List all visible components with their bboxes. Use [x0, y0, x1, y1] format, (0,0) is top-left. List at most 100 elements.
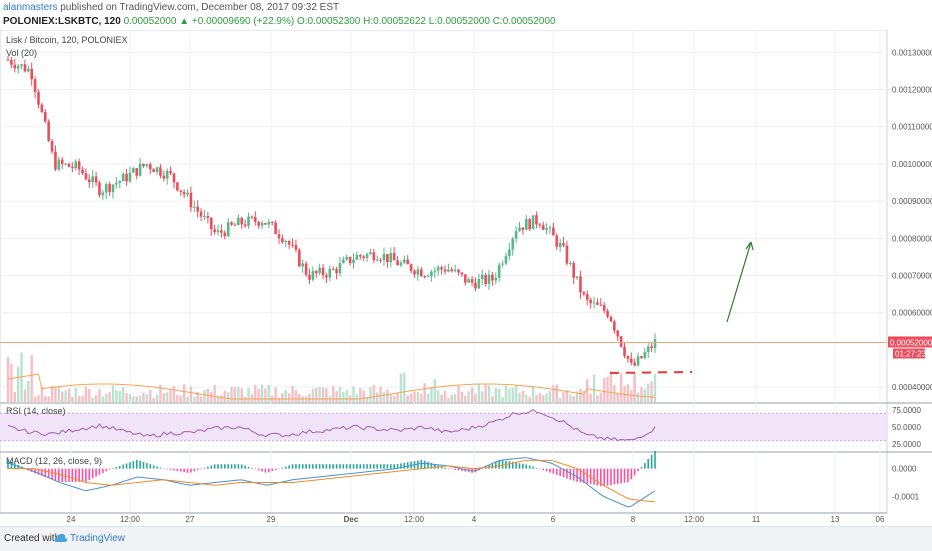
- volume-bar: [365, 396, 369, 402]
- macd-histogram-bar: [315, 464, 318, 469]
- candle-body: [10, 59, 13, 65]
- support-dash-line: [609, 371, 693, 374]
- candle: [203, 209, 206, 221]
- rsi-pane: RSI (14, close): [0, 406, 887, 442]
- candle-body: [257, 221, 260, 226]
- macd-histogram-bar: [518, 463, 521, 469]
- candle: [115, 176, 118, 189]
- volume-bar: [318, 387, 321, 402]
- candle-body: [135, 168, 139, 176]
- candle-body: [298, 249, 301, 267]
- projection-arrow-line: [726, 241, 752, 323]
- macd-histogram-bar: [305, 464, 307, 469]
- macd-histogram-bar: [257, 468, 260, 471]
- volume-bar: [50, 386, 54, 402]
- candle: [193, 200, 196, 212]
- candle-body: [382, 254, 386, 260]
- macd-histogram-bar: [288, 465, 290, 469]
- candle: [508, 242, 511, 261]
- candle: [284, 239, 288, 248]
- candle: [155, 166, 159, 175]
- ohlc-values: O:0.00052300 H:0.00052622 L:0.00052000 C…: [296, 16, 556, 27]
- macd-histogram-bar: [115, 466, 118, 469]
- candle-body: [403, 259, 406, 263]
- macd-histogram-bar: [579, 468, 582, 483]
- author-link[interactable]: alanmasters: [3, 2, 58, 13]
- tradingview-cloud-icon: [54, 533, 68, 542]
- volume-bar: [13, 391, 16, 402]
- candle-body: [145, 164, 149, 167]
- volume-bar: [508, 388, 511, 402]
- macd-histogram-bar: [41, 468, 43, 476]
- candle: [40, 102, 44, 114]
- candle-body: [6, 59, 10, 61]
- macd-histogram-bar: [444, 467, 446, 469]
- candle-body: [453, 269, 457, 272]
- volume-bar: [450, 395, 453, 402]
- chart-svg[interactable]: RSI (14, close) MACD (12, 26, close, 9) …: [0, 29, 932, 526]
- candle: [243, 219, 247, 228]
- candle: [94, 172, 98, 187]
- macd-histogram-bar: [284, 466, 287, 469]
- tradingview-brand-link[interactable]: TradingView: [70, 533, 126, 544]
- macd-histogram-bar: [74, 468, 77, 482]
- volume-bar: [413, 391, 416, 402]
- volume-bar: [216, 395, 220, 402]
- price-tick-label: 0.00130000: [892, 48, 932, 57]
- volume-bar: [420, 393, 423, 402]
- candle-body: [240, 217, 244, 225]
- candle-body: [375, 259, 379, 261]
- macd-histogram-bar: [274, 468, 277, 471]
- candle-body: [311, 271, 315, 280]
- candle-body: [33, 79, 37, 92]
- macd-histogram-bar: [173, 468, 175, 471]
- macd-histogram-bar: [227, 464, 229, 469]
- volume-bar: [369, 387, 372, 402]
- candle-body: [206, 216, 210, 218]
- macd-histogram-bar: [427, 461, 429, 469]
- candle-body: [541, 225, 545, 230]
- macd-histogram-bar: [549, 468, 551, 473]
- volume-bar: [484, 384, 487, 402]
- price-tick-label: 0.00100000: [892, 160, 932, 169]
- macd-histogram-bar: [498, 460, 500, 469]
- macd-histogram-bar: [200, 468, 202, 470]
- candle-body: [531, 215, 535, 230]
- candle-body: [165, 170, 169, 179]
- candle-body: [497, 264, 501, 278]
- candle-body: [57, 159, 61, 170]
- macd-histogram-bar: [51, 468, 53, 480]
- time-tick-label: 11: [752, 515, 761, 524]
- candle: [27, 65, 30, 73]
- candle: [318, 263, 321, 276]
- candle-body: [216, 230, 220, 233]
- candle-body: [545, 228, 548, 230]
- macd-histogram-bar: [647, 459, 650, 469]
- volume-bar: [335, 390, 338, 402]
- macd-histogram-bar: [10, 461, 13, 469]
- volume-bar: [457, 384, 460, 402]
- chart-area[interactable]: RSI (14, close) MACD (12, 26, close, 9) …: [0, 29, 932, 526]
- volume-bar: [555, 384, 558, 402]
- candle-body: [440, 267, 443, 270]
- candle-body: [362, 256, 365, 258]
- macd-histogram-bar: [644, 463, 646, 469]
- candle-body: [260, 222, 264, 226]
- candle: [470, 276, 474, 287]
- macd-histogram-bar: [186, 468, 189, 473]
- volume-bar: [359, 388, 362, 402]
- countdown-text: 01:27:23: [895, 349, 927, 358]
- candle: [643, 347, 647, 360]
- volume-bar: [84, 386, 88, 402]
- candle-body: [616, 330, 620, 337]
- volume-bar: [159, 384, 162, 402]
- time-tick-label: 13: [831, 515, 840, 524]
- volume-bar: [287, 393, 291, 402]
- candle: [338, 256, 342, 277]
- candle: [311, 266, 315, 282]
- macd-histogram-bar: [125, 463, 128, 469]
- volume-bar: [81, 396, 84, 402]
- candle: [379, 257, 382, 263]
- candle: [60, 156, 64, 169]
- macd-histogram-bar: [545, 468, 548, 472]
